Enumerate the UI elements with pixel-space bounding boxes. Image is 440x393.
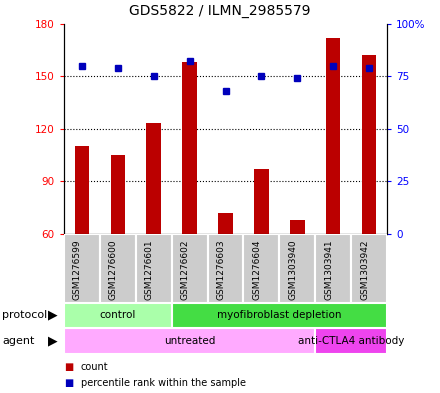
Bar: [172, 303, 387, 328]
Text: ■: ■: [64, 378, 73, 388]
Bar: [147, 123, 161, 234]
Bar: [362, 55, 377, 234]
Bar: [290, 220, 304, 234]
Text: untreated: untreated: [164, 336, 215, 346]
Text: count: count: [81, 362, 108, 373]
Text: protocol: protocol: [2, 310, 48, 320]
Text: GSM1276600: GSM1276600: [109, 239, 118, 300]
Bar: [315, 234, 351, 303]
Text: GSM1276602: GSM1276602: [180, 239, 190, 300]
Text: GSM1303940: GSM1303940: [288, 239, 297, 300]
Bar: [243, 234, 279, 303]
Text: GDS5822 / ILMN_2985579: GDS5822 / ILMN_2985579: [129, 4, 311, 18]
Bar: [326, 38, 341, 234]
Text: GSM1303941: GSM1303941: [324, 239, 334, 300]
Text: GSM1276603: GSM1276603: [216, 239, 226, 300]
Bar: [100, 234, 136, 303]
Text: GSM1303942: GSM1303942: [360, 239, 369, 300]
Text: ▶: ▶: [48, 309, 58, 322]
Bar: [218, 213, 233, 234]
Bar: [208, 234, 243, 303]
Bar: [64, 234, 100, 303]
Bar: [136, 234, 172, 303]
Bar: [75, 146, 89, 234]
Bar: [351, 234, 387, 303]
Text: GSM1276601: GSM1276601: [145, 239, 154, 300]
Bar: [64, 328, 315, 354]
Text: GSM1276599: GSM1276599: [73, 239, 82, 300]
Text: ▶: ▶: [48, 334, 58, 347]
Bar: [279, 234, 315, 303]
Text: anti-CTLA4 antibody: anti-CTLA4 antibody: [298, 336, 404, 346]
Bar: [172, 234, 208, 303]
Text: percentile rank within the sample: percentile rank within the sample: [81, 378, 246, 388]
Text: control: control: [99, 310, 136, 320]
Bar: [110, 155, 125, 234]
Text: GSM1276604: GSM1276604: [253, 239, 261, 300]
Bar: [64, 303, 172, 328]
Bar: [183, 62, 197, 234]
Text: ■: ■: [64, 362, 73, 373]
Bar: [315, 328, 387, 354]
Text: myofibroblast depletion: myofibroblast depletion: [217, 310, 341, 320]
Text: agent: agent: [2, 336, 35, 346]
Bar: [254, 169, 269, 234]
